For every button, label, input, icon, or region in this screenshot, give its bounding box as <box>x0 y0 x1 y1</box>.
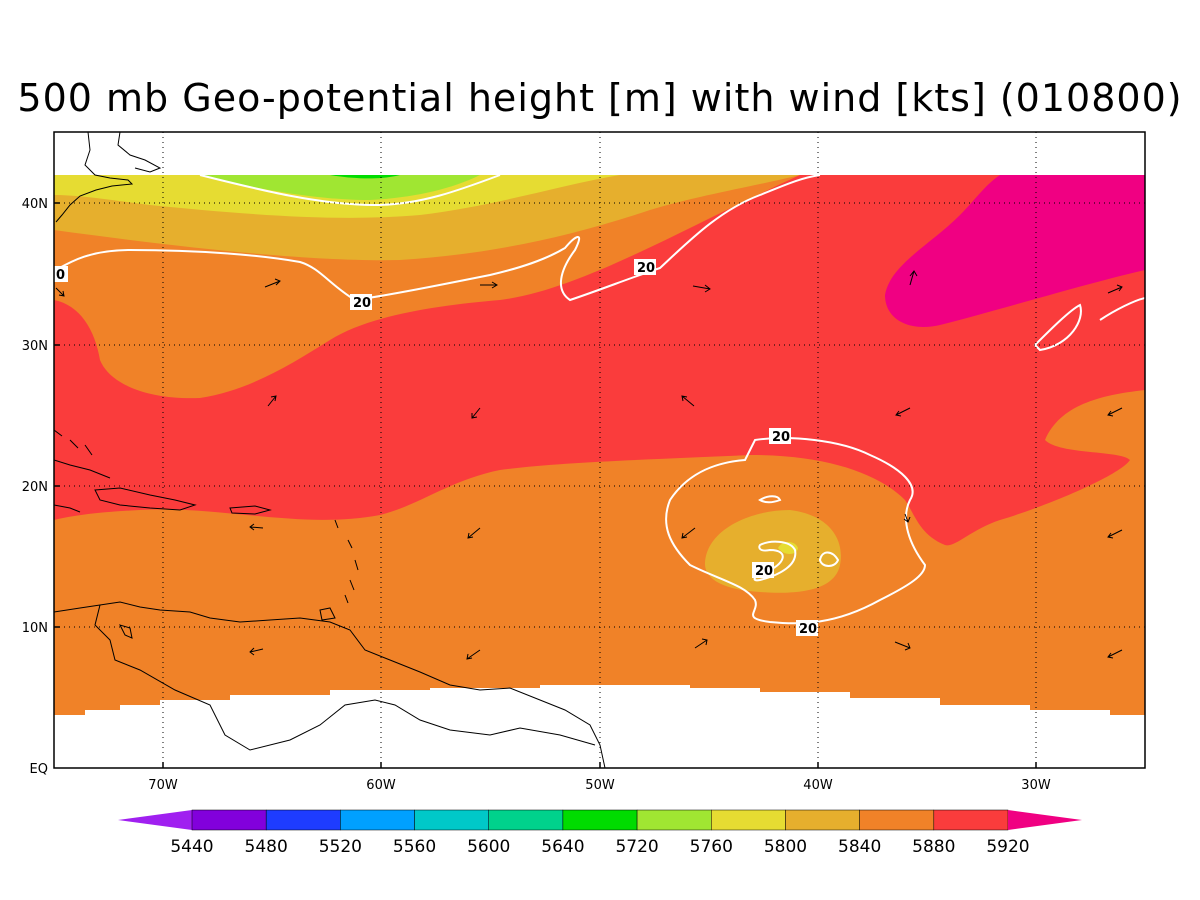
colorbar-swatch <box>414 809 489 831</box>
map-title: 500 mb Geo-potential height [m] with win… <box>17 76 1183 120</box>
y-tick-label: 40N <box>22 197 48 212</box>
contour-label-20-a: 20 <box>353 296 371 311</box>
wind-arrow <box>681 395 695 407</box>
colorbar-label: 5600 <box>467 837 510 857</box>
wind-arrow <box>249 647 264 656</box>
wind-arrow <box>1107 529 1123 539</box>
coast-nova-scotia <box>117 132 162 173</box>
coast-jamaica <box>54 504 81 513</box>
contour-20-cyclone-small <box>758 495 782 504</box>
coast-south-america <box>54 601 606 768</box>
contour-20-cyclone-small2 <box>818 551 840 567</box>
colorbar-low-triangle <box>118 810 192 830</box>
coast-lesser-antilles <box>334 519 359 604</box>
wind-arrow <box>471 407 481 419</box>
missing-north <box>54 132 1145 175</box>
colorbar-label: 5560 <box>393 837 436 857</box>
contour-label-20-d: 20 <box>755 564 773 579</box>
contour-label-0: 0 <box>56 268 65 283</box>
coast-lake-maracaibo <box>119 624 133 639</box>
colorbar-label: 5480 <box>245 837 288 857</box>
coastlines <box>54 132 606 768</box>
y-tick-label: 20N <box>22 480 48 495</box>
wind-arrow <box>895 407 911 417</box>
colorbar: 5440 5480 5520 5560 5600 5640 5720 5760 5800 5840… <box>118 809 1082 857</box>
coast-trinidad <box>319 607 336 621</box>
contour-labels: 0 20 20 20 20 20 <box>54 259 818 637</box>
wind-arrow <box>55 287 65 297</box>
colorbar-label: 5440 <box>170 837 213 857</box>
colorbar-swatch <box>340 809 415 831</box>
wind-arrow <box>681 527 696 539</box>
fill-cyclone-5800 <box>778 542 798 555</box>
x-tick-label: 40W <box>803 778 833 793</box>
wind-arrow <box>249 523 264 531</box>
coast-north-america <box>55 132 134 223</box>
coast-cuba <box>54 459 111 479</box>
colorbar-label: 5800 <box>764 837 807 857</box>
colorbar-label: 5760 <box>690 837 733 857</box>
wind-arrow <box>1107 284 1123 294</box>
colorbar-swatch <box>711 809 786 831</box>
colorbar-swatch <box>859 809 935 831</box>
colorbar-label: 5520 <box>319 837 362 857</box>
coast-hispaniola <box>94 487 197 511</box>
wind-arrow <box>466 649 481 660</box>
wind-arrow <box>694 638 708 649</box>
x-tick-label: 50W <box>585 778 615 793</box>
fill-5880-5920-ridge <box>54 175 1145 546</box>
colorbar-swatch <box>265 809 341 831</box>
x-tick-label: 60W <box>366 778 396 793</box>
x-tick-label: 30W <box>1021 778 1051 793</box>
colorbar-swatch <box>636 809 712 831</box>
coast-puerto-rico <box>229 505 272 515</box>
wind-arrow <box>1107 649 1123 659</box>
wind-arrow <box>467 527 481 539</box>
colorbar-swatch <box>488 809 564 831</box>
colorbar-label: 5720 <box>615 837 658 857</box>
colorbar-label: 5640 <box>541 837 584 857</box>
colorbar-swatch <box>562 809 638 831</box>
coast-bahamas <box>54 429 93 456</box>
colorbar-swatch <box>785 809 860 831</box>
y-tick-label: EQ <box>30 762 48 777</box>
fill-cyclone-5840 <box>705 510 841 593</box>
missing-south <box>54 685 1145 768</box>
contour-20-north <box>55 174 821 302</box>
fill-5640-5720-band <box>330 175 400 179</box>
graticule <box>54 132 1145 768</box>
wind-vectors <box>55 270 1123 660</box>
contour-20-north-arc <box>199 174 501 207</box>
contour-label-20-c: 20 <box>772 430 790 445</box>
axis-ticks <box>54 202 1037 768</box>
contour-label-20-b: 20 <box>637 261 655 276</box>
contour-label-20-e: 20 <box>799 622 817 637</box>
contour-20-cyclone <box>665 437 927 625</box>
fill-5720-5760-band <box>200 175 480 200</box>
colorbar-label: 5880 <box>912 837 955 857</box>
y-tick-labels: EQ 10N 20N 30N 40N <box>22 197 48 777</box>
colorbar-label: 5840 <box>838 837 881 857</box>
wind-arrow <box>1107 407 1123 417</box>
wind-arrow <box>692 284 711 293</box>
colorbar-label: 5920 <box>986 837 1029 857</box>
colorbar-swatch <box>191 809 267 831</box>
colorbar-swatch <box>933 809 1009 831</box>
fill-above-5920 <box>885 175 1145 327</box>
y-tick-label: 30N <box>22 339 48 354</box>
colorbar-high-triangle <box>1008 810 1082 830</box>
y-tick-label: 10N <box>22 621 48 636</box>
coast-venezuela-inland <box>94 604 596 751</box>
wind-arrow <box>894 641 911 651</box>
x-tick-label: 70W <box>148 778 178 793</box>
wind-arrow <box>909 270 918 286</box>
x-tick-labels: 70W 60W 50W 40W 30W <box>148 778 1051 793</box>
wind-arrow <box>267 395 277 407</box>
wind-arrow <box>480 281 498 289</box>
wind-arrow <box>264 278 281 288</box>
contour-20-northeast-2 <box>1099 297 1145 321</box>
height-field <box>54 132 1145 768</box>
wind-arrow <box>903 513 911 523</box>
